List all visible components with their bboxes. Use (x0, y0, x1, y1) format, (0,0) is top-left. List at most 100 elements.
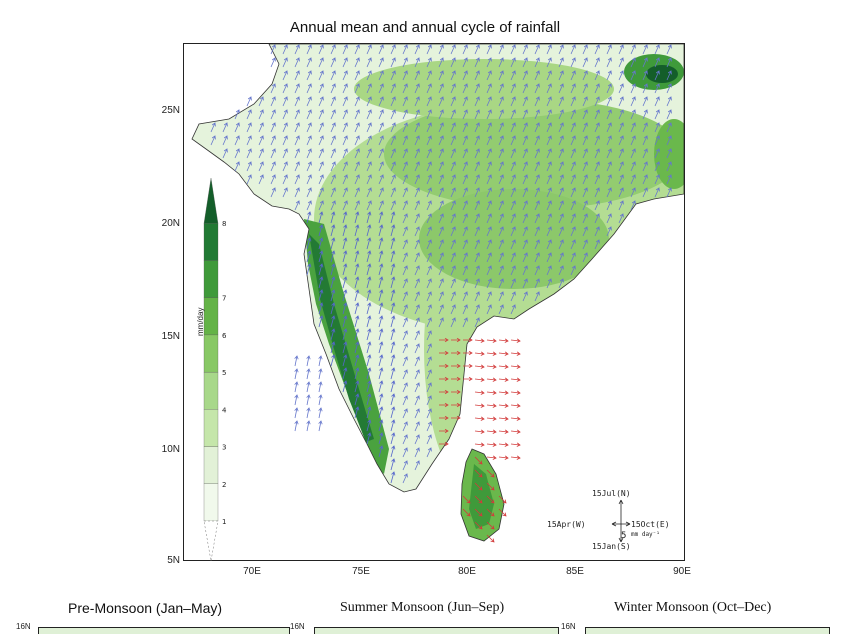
wind-arrow (306, 420, 311, 432)
wind-arrow (402, 278, 408, 289)
wind-arrow (354, 135, 360, 146)
wind-arrow (570, 83, 576, 94)
wind-arrow (570, 148, 576, 159)
wind-arrow (366, 263, 372, 276)
wind-arrow (462, 265, 468, 276)
lat-tick: 5N (167, 555, 180, 566)
wind-arrow (390, 445, 396, 458)
wind-arrow (402, 226, 408, 237)
wind-arrow (270, 161, 276, 172)
wind-arrow (498, 148, 504, 159)
wind-arrow (666, 148, 672, 159)
wind-arrow (414, 265, 420, 276)
wind-arrow (510, 252, 516, 263)
wind-arrow (510, 174, 516, 185)
wind-arrow (390, 109, 396, 120)
wind-arrow (402, 447, 408, 458)
wind-arrow (306, 394, 311, 406)
wind-arrow (486, 304, 492, 315)
wind-arrow (378, 109, 384, 120)
wind-arrow (522, 200, 528, 211)
wind-arrow (462, 278, 468, 289)
wind-arrow (258, 148, 264, 159)
wind-arrow (318, 276, 324, 289)
wind-arrow (498, 161, 504, 172)
wind-arrow (270, 109, 276, 120)
wind-arrow (438, 213, 444, 224)
wind-arrow (426, 447, 432, 458)
wind-arrow (558, 70, 564, 81)
lon-tick: 75E (352, 566, 370, 577)
wind-arrow (606, 83, 612, 94)
wind-arrow (474, 226, 480, 237)
wind-arrow (342, 96, 348, 107)
colorbar-label: 2 (222, 481, 226, 489)
wind-arrow (402, 57, 408, 68)
wind-arrow (594, 226, 600, 237)
wind-arrow (318, 302, 324, 315)
wind-arrow (618, 174, 624, 185)
wind-arrow (354, 148, 360, 159)
wind-arrow (366, 148, 372, 159)
wind-arrow (282, 174, 288, 185)
wind-arrow (474, 239, 480, 250)
wind-arrow (342, 200, 348, 211)
wind-arrow (306, 368, 311, 380)
wind-arrow (330, 96, 336, 107)
wind-arrow (630, 161, 636, 172)
wind-arrow (498, 200, 504, 211)
wind-arrow (210, 122, 216, 133)
wind-arrow (618, 122, 624, 133)
wind-arrow (546, 278, 552, 289)
wind-arrow (378, 187, 384, 198)
wind-arrow (486, 44, 492, 55)
wind-arrow (354, 174, 360, 185)
wind-arrow (354, 200, 360, 211)
wind-arrow (570, 265, 576, 276)
wind-arrow (486, 364, 497, 369)
wind-arrow (510, 364, 521, 369)
wind-arrow (451, 350, 461, 356)
wind-arrow (402, 44, 408, 55)
legend-scale: 5 (621, 531, 627, 541)
wind-arrow (618, 57, 624, 68)
wind-arrow (558, 83, 564, 94)
subplot-lat-label: 16N (290, 622, 305, 631)
wind-arrow (282, 70, 288, 81)
wind-arrow (378, 276, 384, 289)
wind-arrow (234, 135, 240, 146)
wind-arrow (474, 469, 483, 478)
wind-arrow (474, 416, 485, 421)
wind-arrow (642, 148, 648, 159)
wind-arrow (222, 148, 228, 159)
wind-arrow (450, 122, 456, 133)
wind-arrow (426, 187, 432, 198)
wind-arrow (294, 83, 300, 94)
wind-arrow (534, 122, 540, 133)
wind-arrow (594, 213, 600, 224)
wind-arrow (318, 200, 324, 211)
wind-arrow (654, 161, 660, 172)
wind-arrow (486, 291, 492, 302)
wind-arrow (474, 338, 485, 343)
wind-arrow (546, 265, 552, 276)
wind-arrow (462, 187, 468, 198)
wind-arrow (318, 96, 324, 107)
wind-arrow (246, 96, 252, 107)
wind-arrow (438, 148, 444, 159)
lon-tick: 85E (566, 566, 584, 577)
wind-arrow (342, 174, 348, 185)
wind-arrow (306, 57, 312, 68)
wind-arrow (354, 237, 360, 250)
wind-arrow (426, 44, 432, 55)
wind-arrow (450, 200, 456, 211)
wind-arrow (439, 363, 449, 369)
wind-arrow (582, 161, 588, 172)
wind-arrow (426, 317, 432, 328)
wind-arrow (318, 237, 324, 250)
wind-arrow (462, 96, 468, 107)
wind-arrow (342, 161, 348, 172)
wind-arrow (438, 161, 444, 172)
wind-arrow (486, 416, 497, 421)
wind-arrow (390, 276, 396, 289)
